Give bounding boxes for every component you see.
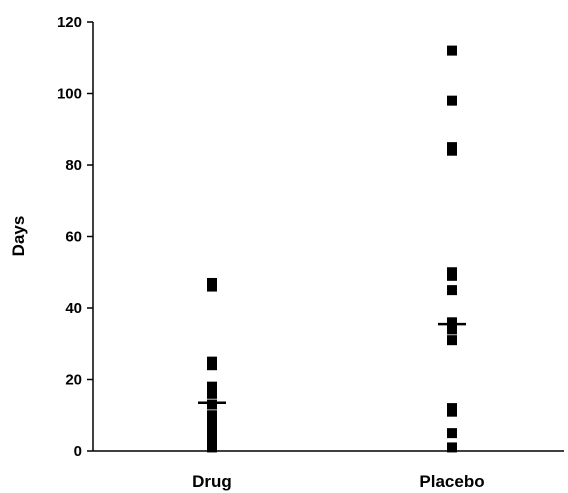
x-category-label: Placebo: [419, 472, 484, 491]
data-point: [447, 406, 457, 417]
data-point: [207, 360, 217, 371]
y-tick-label: 80: [65, 157, 82, 174]
data-point: [447, 145, 457, 156]
data-point: [207, 431, 217, 442]
data-point: [207, 417, 217, 428]
axes: [92, 22, 564, 452]
data-point: [447, 95, 457, 106]
y-tick-label: 120: [57, 14, 82, 31]
y-tick-label: 100: [57, 86, 82, 103]
data-point: [207, 442, 217, 453]
x-categories: Drug Placebo: [192, 472, 484, 491]
data-point: [207, 399, 217, 410]
data-point: [447, 324, 457, 335]
data-point: [207, 424, 217, 435]
data-point: [207, 381, 217, 392]
data-point: [447, 45, 457, 56]
data-point: [447, 428, 457, 439]
y-tick-label: 60: [65, 229, 82, 246]
data-point: [207, 410, 217, 421]
y-axis-label: Days: [9, 216, 28, 257]
data-point: [447, 285, 457, 296]
data-point: [447, 270, 457, 281]
x-category-label: Drug: [192, 472, 232, 491]
y-ticks: 0 20 40 60 80 100 120: [57, 14, 93, 460]
median-markers: [198, 322, 466, 404]
data-point: [447, 442, 457, 453]
data-point: [207, 281, 217, 292]
data-point: [447, 317, 457, 328]
y-tick-label: 0: [74, 443, 82, 460]
y-tick-label: 40: [65, 300, 82, 317]
data-points: [207, 45, 457, 453]
y-tick-label: 20: [65, 372, 82, 389]
data-point: [447, 335, 457, 346]
data-point: [207, 388, 217, 399]
